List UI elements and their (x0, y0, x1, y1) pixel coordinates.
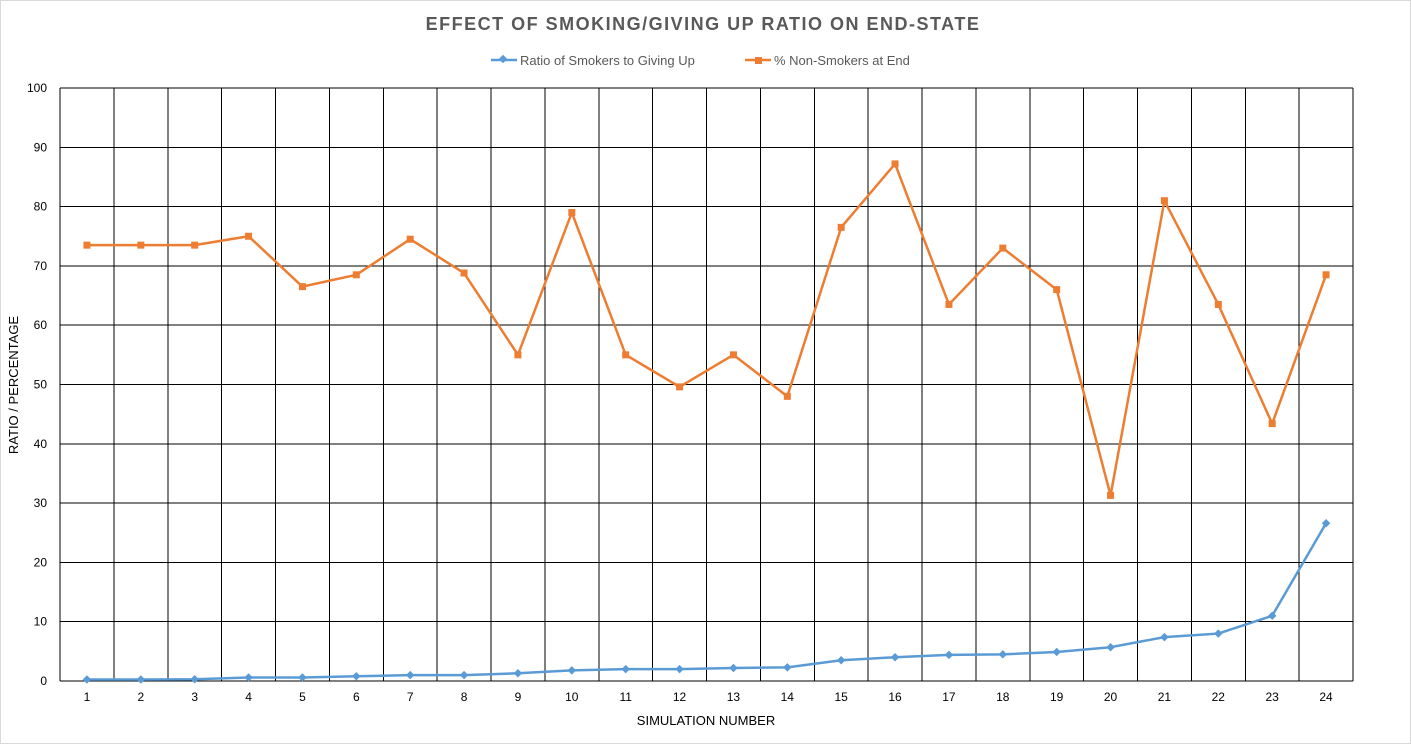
data-point-diamond (567, 666, 577, 675)
series-line-1 (86, 162, 1328, 497)
data-point-square (891, 160, 899, 168)
data-point-diamond (998, 650, 1008, 659)
data-point-square (191, 241, 199, 249)
data-point-square (137, 241, 145, 249)
data-point-square (352, 271, 360, 279)
x-tick-label: 3 (191, 690, 198, 704)
data-point-square (568, 209, 576, 217)
x-tick-label: 9 (515, 690, 522, 704)
x-tick-label: 1 (84, 690, 91, 704)
x-tick-label: 16 (888, 690, 902, 704)
data-point-diamond (1321, 519, 1331, 528)
x-tick-label: 21 (1158, 690, 1172, 704)
data-point-diamond (190, 674, 199, 684)
x-tick-label: 19 (1050, 690, 1064, 704)
legend-label-nonsmokers: % Non-Smokers at End (774, 53, 910, 68)
y-tick-label: 40 (34, 437, 48, 451)
data-point-square (729, 351, 737, 359)
data-point-diamond (729, 663, 738, 673)
y-tick-label: 20 (34, 555, 48, 569)
data-point-diamond (459, 670, 469, 680)
data-point-square (245, 232, 253, 240)
x-tick-label: 23 (1266, 690, 1280, 704)
data-point-diamond (675, 664, 684, 674)
x-tick-label: 8 (461, 690, 468, 704)
series-lines (82, 160, 1331, 684)
x-tick-label: 10 (565, 690, 579, 704)
data-point-square (1322, 271, 1330, 279)
y-tick-label: 70 (34, 259, 48, 273)
data-point-diamond (405, 670, 415, 680)
x-tick-label: 6 (353, 690, 360, 704)
data-point-square (460, 269, 468, 277)
data-point-square (1214, 300, 1222, 308)
x-tick-label: 4 (245, 690, 252, 704)
x-tick-label: 17 (942, 690, 956, 704)
legend-label-ratio: Ratio of Smokers to Giving Up (520, 53, 695, 68)
data-point-diamond (513, 669, 523, 678)
data-point-square (1053, 286, 1061, 294)
data-point-diamond (944, 650, 954, 660)
x-tick-label: 20 (1104, 690, 1118, 704)
gridlines (59, 87, 1354, 682)
data-point-square (783, 392, 791, 400)
data-point-diamond (783, 663, 792, 672)
series-line-0 (86, 522, 1328, 681)
x-tick-label: 13 (727, 690, 741, 704)
x-tick-label: 12 (673, 690, 687, 704)
data-point-square (298, 283, 306, 291)
x-axis-ticks: 1 2 3 4 5 6 7 8 9 10 11 12 13 14 15 16 17 18 19 20 21 22 23 24 (84, 690, 1333, 704)
chart-title: EFFECT OF SMOKING/GIVING UP RATIO ON END… (426, 14, 981, 34)
data-point-diamond (1106, 642, 1115, 652)
x-tick-label: 22 (1212, 690, 1226, 704)
data-point-square (622, 351, 630, 359)
x-tick-label: 2 (137, 690, 144, 704)
x-tick-label: 15 (835, 690, 849, 704)
data-point-diamond (1052, 647, 1061, 657)
x-axis-title: SIMULATION NUMBER (637, 713, 775, 728)
data-point-diamond (1160, 632, 1169, 642)
data-point-diamond (1267, 611, 1277, 621)
data-point-square (83, 241, 91, 249)
y-tick-label: 60 (34, 318, 48, 332)
y-axis-ticks: 0 10 20 30 40 50 60 70 80 90 100 (27, 81, 47, 688)
data-point-diamond (244, 673, 253, 682)
x-tick-label: 18 (996, 690, 1010, 704)
data-point-square (837, 223, 845, 231)
data-point-square (999, 244, 1007, 252)
legend: Ratio of Smokers to Giving Up % Non-Smok… (491, 53, 910, 68)
data-point-diamond (352, 672, 361, 681)
data-point-diamond (836, 656, 846, 665)
data-point-diamond (621, 664, 630, 674)
y-tick-label: 100 (27, 81, 47, 95)
x-tick-label: 11 (619, 690, 632, 704)
y-tick-label: 10 (34, 615, 48, 629)
data-point-diamond (82, 675, 92, 684)
y-tick-label: 30 (34, 496, 48, 510)
y-tick-label: 50 (34, 378, 48, 392)
x-tick-label: 7 (407, 690, 414, 704)
data-point-square (1160, 197, 1168, 205)
data-point-diamond (890, 653, 900, 662)
x-tick-label: 5 (299, 690, 306, 704)
data-point-square (1268, 420, 1276, 428)
data-point-square (406, 235, 414, 243)
data-point-square (1107, 491, 1115, 499)
y-axis-title: RATIO / PERCENTAGE (6, 316, 21, 455)
legend-marker-ratio (498, 54, 508, 64)
x-tick-label: 24 (1319, 690, 1333, 704)
legend-marker-nonsmokers (755, 57, 762, 64)
data-point-square (945, 300, 953, 308)
data-point-square (514, 351, 522, 359)
data-point-diamond (136, 675, 146, 684)
data-point-diamond (1214, 629, 1223, 638)
y-tick-label: 80 (34, 200, 48, 214)
y-tick-label: 90 (34, 140, 48, 154)
y-tick-label: 0 (40, 674, 47, 688)
data-point-square (676, 383, 684, 391)
x-tick-label: 14 (781, 690, 795, 704)
data-point-diamond (298, 673, 307, 682)
